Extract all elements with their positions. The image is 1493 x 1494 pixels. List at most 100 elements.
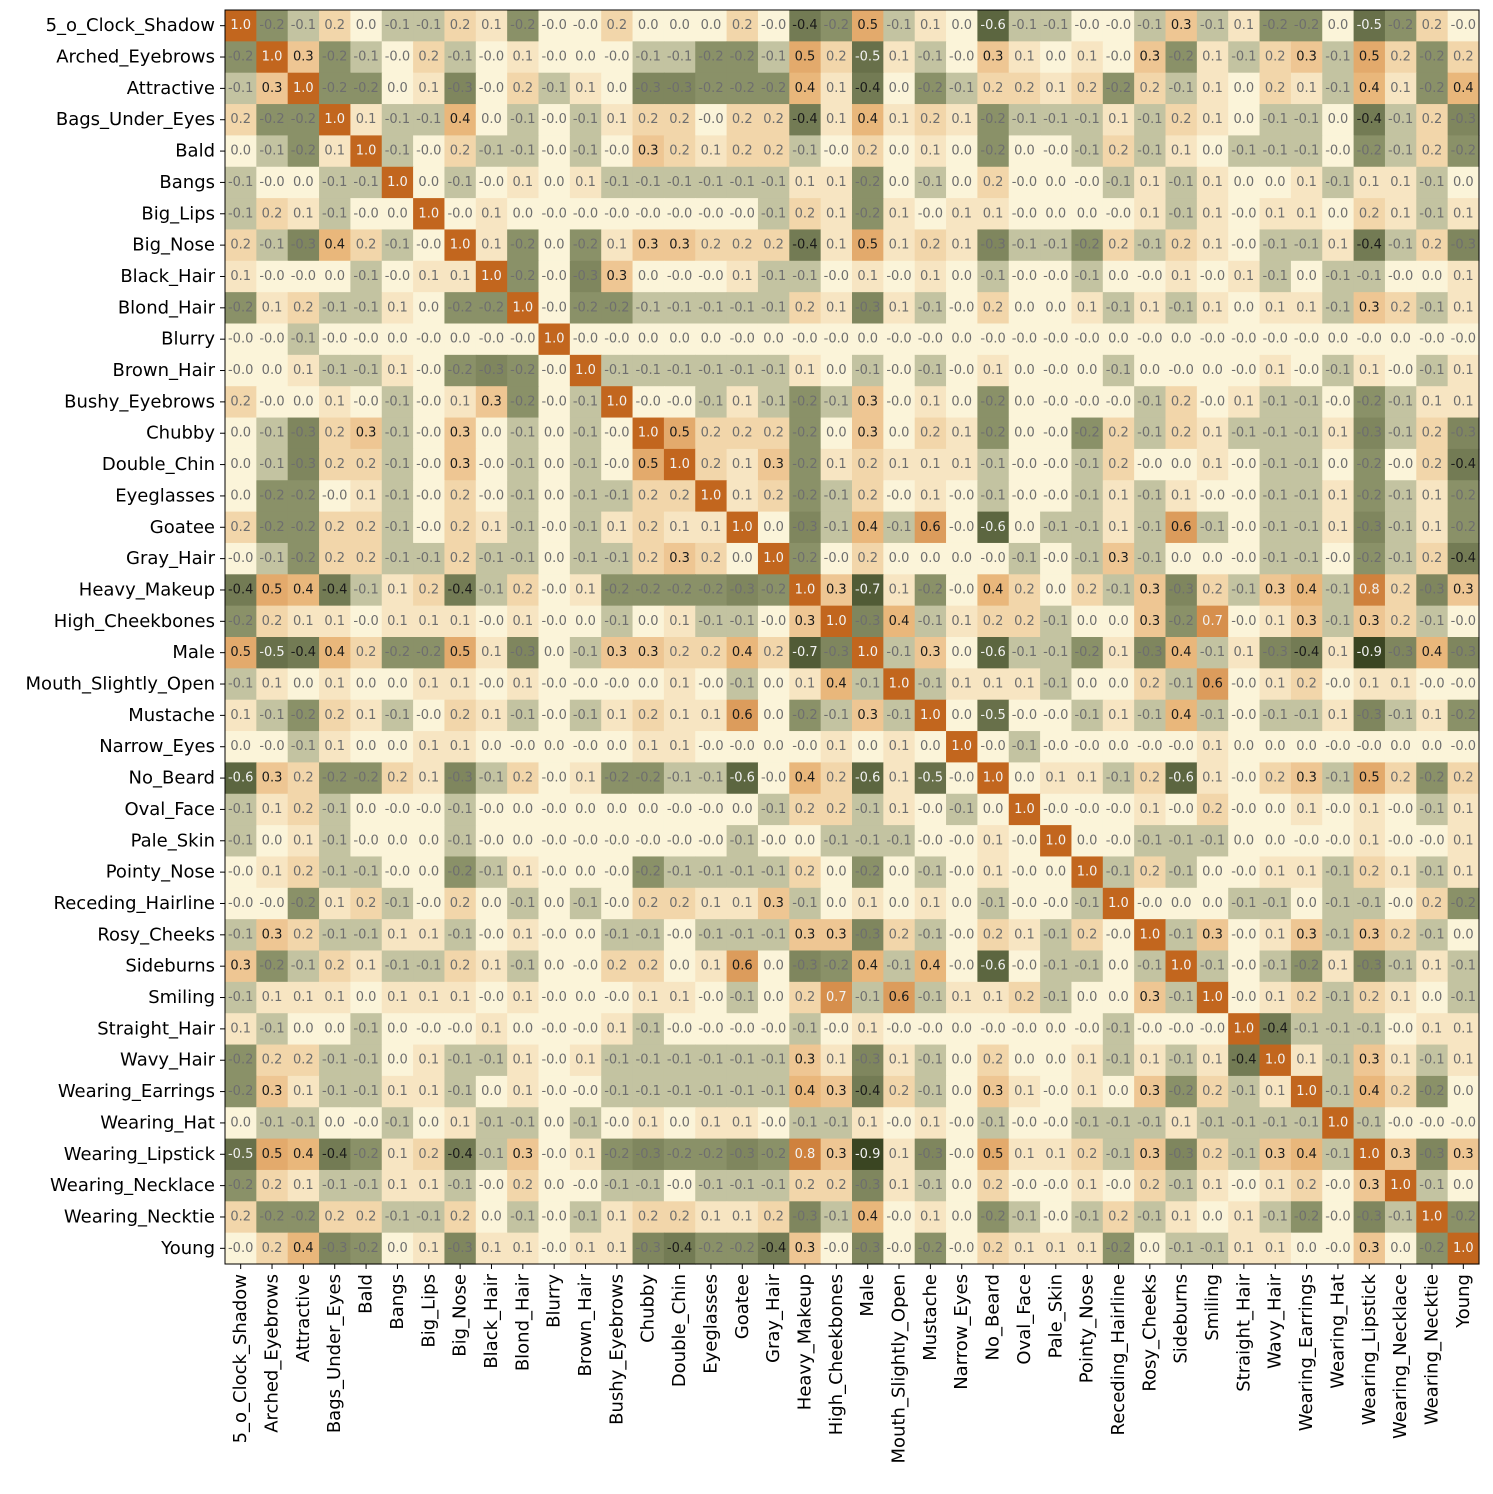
- heatmap-cell-value-36-13: -0.3: [636, 1147, 661, 1162]
- heatmap-cell-value-29-4: -0.1: [353, 927, 378, 942]
- heatmap-cell-value-29-21: 0.2: [889, 927, 910, 942]
- heatmap-cell-value-4-27: -0.1: [1074, 144, 1099, 159]
- heatmap-cell-value-30-33: -0.1: [1263, 959, 1288, 974]
- heatmap-cell-value-29-2: 0.2: [293, 927, 314, 942]
- heatmap-cell-value-18-33: 0.3: [1265, 582, 1286, 597]
- heatmap-cell-value-32-36: -0.1: [1357, 1021, 1382, 1036]
- heatmap-cell-value-15-3: -0.0: [322, 488, 347, 503]
- heatmap-cell-7-24: [977, 229, 1010, 262]
- heatmap-cell-18-33: [1259, 574, 1292, 607]
- heatmap-cell-6-2: [287, 198, 320, 231]
- heatmap-cell-value-0-22: 0.1: [920, 18, 941, 33]
- heatmap-cell-value-25-14: -0.0: [667, 802, 692, 817]
- heatmap-cell-16-9: [507, 511, 540, 544]
- heatmap-cell-value-7-15: 0.2: [701, 238, 722, 253]
- heatmap-cell-value-23-3: 0.1: [324, 739, 345, 754]
- heatmap-cell-value-26-34: -0.0: [1294, 833, 1319, 848]
- heatmap-cell-value-39-7: -0.3: [447, 1241, 472, 1256]
- heatmap-cell-value-9-25: 0.0: [1014, 300, 1035, 315]
- heatmap-cell-value-28-1: -0.0: [259, 896, 284, 911]
- heatmap-cell-value-38-20: 0.4: [857, 1209, 878, 1224]
- heatmap-cell-value-14-4: 0.2: [356, 457, 377, 472]
- heatmap-cell-2-34: [1290, 72, 1323, 105]
- heatmap-cell-value-15-37: -0.1: [1388, 488, 1413, 503]
- heatmap-cell-value-28-39: -0.2: [1451, 896, 1476, 911]
- heatmap-cell-value-31-3: 0.1: [324, 990, 345, 1005]
- heatmap-cell-3-23: [946, 104, 978, 136]
- heatmap-cell-5-39: [1447, 166, 1480, 199]
- heatmap-cell-value-31-13: 0.1: [638, 990, 659, 1005]
- heatmap-cell-14-10: [538, 448, 571, 481]
- heatmap-cell-value-9-10: -0.0: [541, 300, 566, 315]
- heatmap-cell-value-19-30: -0.2: [1168, 614, 1193, 629]
- heatmap-cell-value-4-36: -0.2: [1357, 144, 1382, 159]
- heatmap-cell-value-18-38: -0.3: [1419, 582, 1444, 597]
- heatmap-cell-15-4: [350, 480, 383, 513]
- heatmap-cell-value-12-11: -0.1: [573, 394, 598, 409]
- heatmap-cell-value-31-16: -0.1: [730, 990, 755, 1005]
- heatmap-cell-value-24-14: -0.1: [667, 771, 692, 786]
- heatmap-cell-18-36: [1353, 574, 1386, 607]
- heatmap-cell-4-37: [1384, 135, 1417, 168]
- heatmap-cell-value-37-32: -0.0: [1231, 1178, 1256, 1193]
- heatmap-cell-value-9-22: -0.1: [918, 300, 943, 315]
- heatmap-cell-4-7: [444, 135, 477, 168]
- heatmap-cell-10-16: [726, 323, 759, 356]
- heatmap-cell-9-28: [1102, 292, 1135, 325]
- heatmap-cell-value-0-38: 0.2: [1422, 18, 1443, 33]
- heatmap-cell-7-21: [883, 229, 916, 262]
- heatmap-cell-2-3: [319, 72, 351, 105]
- heatmap-cell-value-24-20: -0.6: [855, 771, 880, 786]
- heatmap-cell-3-5: [381, 104, 414, 136]
- heatmap-cell-4-13: [632, 135, 665, 168]
- heatmap-cell-value-27-14: -0.1: [667, 865, 692, 880]
- heatmap-cell-12-37: [1384, 386, 1417, 419]
- heatmap-cell-value-35-19: -0.1: [824, 1115, 849, 1130]
- heatmap-cell-value-20-27: -0.2: [1074, 645, 1099, 660]
- heatmap-cell-value-36-5: 0.1: [387, 1147, 408, 1162]
- heatmap-cell-value-30-36: -0.3: [1357, 959, 1382, 974]
- heatmap-cell-value-25-9: 0.0: [512, 802, 533, 817]
- heatmap-cell-value-30-38: 0.1: [1422, 959, 1443, 974]
- heatmap-cell-5-13: [632, 166, 665, 199]
- heatmap-cell-value-19-13: 0.0: [638, 614, 659, 629]
- x-tick-label-1: Arched_Eyebrows: [262, 1274, 283, 1433]
- heatmap-cell-value-26-39: 0.1: [1453, 833, 1474, 848]
- x-tick-label-0: 5_o_Clock_Shadow: [230, 1274, 251, 1443]
- heatmap-cell-value-37-39: 0.0: [1453, 1178, 1474, 1193]
- heatmap-cell-11-35: [1322, 354, 1355, 387]
- heatmap-cell-value-1-3: -0.2: [322, 50, 347, 65]
- heatmap-cell-8-6: [413, 260, 446, 293]
- heatmap-cell-value-22-37: -0.1: [1388, 708, 1413, 723]
- heatmap-cell-18-21: [883, 574, 916, 607]
- heatmap-cell-4-9: [507, 135, 540, 168]
- heatmap-cell-value-12-28: -0.0: [1106, 394, 1131, 409]
- heatmap-cell-value-1-27: 0.1: [1077, 50, 1098, 65]
- heatmap-cell-value-1-2: 0.3: [293, 50, 314, 65]
- heatmap-cell-value-23-19: 0.1: [826, 739, 847, 754]
- heatmap-cell-value-18-39: 0.3: [1453, 582, 1474, 597]
- heatmap-cell-value-4-31: 0.0: [1202, 144, 1223, 159]
- heatmap-cell-value-29-26: -0.1: [1043, 927, 1068, 942]
- heatmap-cell-value-13-22: 0.2: [920, 426, 941, 441]
- heatmap-cell-value-14-34: -0.1: [1294, 457, 1319, 472]
- heatmap-cell-18-4: [350, 574, 383, 607]
- heatmap-cell-value-12-26: -0.0: [1043, 394, 1068, 409]
- heatmap-cell-value-13-15: 0.2: [701, 426, 722, 441]
- heatmap-cell-7-19: [820, 229, 853, 262]
- heatmap-cell-6-39: [1447, 198, 1480, 231]
- heatmap-cell-value-21-17: 0.0: [763, 677, 784, 692]
- heatmap-cell-7-4: [350, 229, 383, 262]
- heatmap-cell-value-21-39: -0.0: [1451, 677, 1476, 692]
- heatmap-cell-value-0-20: 0.5: [857, 18, 878, 33]
- heatmap-cell-value-14-6: -0.0: [416, 457, 441, 472]
- heatmap-cell-value-33-28: -0.1: [1106, 1053, 1131, 1068]
- heatmap-cell-value-34-35: -0.1: [1325, 1084, 1350, 1099]
- heatmap-cell-value-5-21: 0.0: [889, 175, 910, 190]
- heatmap-cell-6-35: [1322, 198, 1355, 231]
- heatmap-cell-value-35-23: -0.0: [949, 1115, 974, 1130]
- heatmap-cell-value-0-39: -0.0: [1451, 18, 1476, 33]
- heatmap-cell-value-8-5: -0.0: [385, 269, 410, 284]
- heatmap-cell-3-15: [695, 104, 728, 136]
- heatmap-cell-value-23-27: -0.0: [1074, 739, 1099, 754]
